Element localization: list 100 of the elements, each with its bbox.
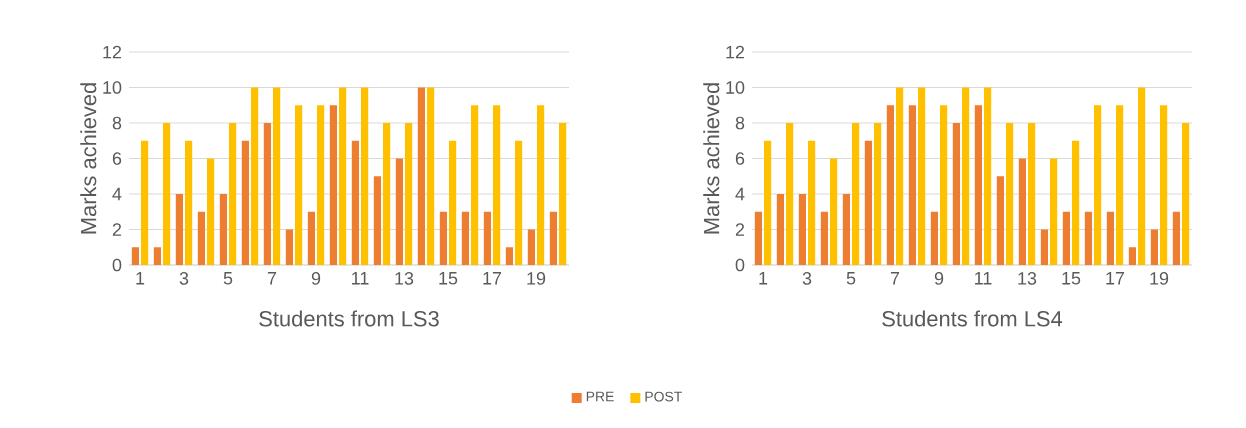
x-tick-label: 15 [439,272,458,285]
x-axis-title: Students from LS3 [259,310,439,327]
bar [874,123,882,265]
bar [559,123,567,265]
bar [295,105,303,265]
y-tick-label: 10 [103,81,122,94]
bar [1160,105,1168,265]
bar [307,211,315,265]
bar [405,123,413,265]
bar [383,123,391,265]
y-tick-label: 0 [735,258,745,272]
bar [1138,87,1146,265]
x-tick-label: 11 [352,272,369,285]
y-tick-label: 6 [112,152,122,165]
bar [798,194,807,265]
x-tick-label: 7 [267,272,277,285]
bar [1084,211,1093,265]
y-tick-label: 8 [735,116,745,130]
bar [896,87,904,265]
bar [820,211,829,265]
x-tick-label: 19 [527,272,546,285]
x-tick-label: 5 [846,272,856,285]
bar [273,87,281,265]
bar [339,87,347,265]
bar [505,247,513,265]
y-tick-label: 10 [726,81,745,94]
bar [1150,229,1159,265]
bar [207,158,215,265]
y-tick-label: 8 [112,116,122,130]
bar [229,123,237,265]
y-axis-title: Marks achieved [80,83,97,234]
bar [329,105,337,265]
bar [918,87,926,265]
y-tick-label: 2 [112,223,122,236]
bar [786,123,794,265]
bar [317,105,325,265]
x-tick-label: 15 [1062,272,1081,285]
x-tick-label: 13 [395,272,414,285]
bar [930,211,939,265]
bar [1128,247,1137,265]
x-tick-label: 9 [311,272,321,285]
bar [449,140,457,265]
x-tick-label: 17 [1106,272,1125,285]
bar [153,247,161,265]
bar [163,123,171,265]
bar [175,194,183,265]
bar [263,123,271,265]
bar [515,140,523,265]
x-tick-label: 1 [759,272,768,285]
y-tick-label: 2 [735,223,745,236]
bar [764,140,772,265]
bar [1062,211,1071,265]
bar [219,194,227,265]
bar [131,247,139,265]
bar [493,105,501,265]
bar [830,158,838,265]
x-tick-label: 13 [1018,272,1037,285]
bar [852,123,860,265]
bar [185,140,193,265]
bar [1072,140,1080,265]
bar [1018,158,1027,265]
bar [1050,158,1058,265]
bar [471,105,479,265]
bar [908,105,917,265]
bar [996,176,1005,265]
x-tick-label: 9 [934,272,944,285]
legend-label: POST [645,391,682,402]
y-axis-title: Marks achieved [703,83,720,234]
bar [549,211,557,265]
bar [864,140,873,265]
bar [483,211,491,265]
x-tick-label: 7 [890,272,900,285]
x-axis-title: Students from LS4 [882,310,1063,327]
bar [962,87,970,265]
bar [373,176,381,265]
bar [1182,123,1190,265]
bar [417,87,425,265]
legend-label: PRE [586,391,614,402]
bar [886,105,895,265]
bar [241,140,249,265]
bar [754,211,763,265]
x-tick-label: 5 [223,272,233,285]
bar [351,140,359,265]
x-tick-label: 3 [179,272,189,285]
bar [1172,211,1181,265]
x-tick-label: 19 [1150,272,1169,285]
bar [395,158,403,265]
x-tick-label: 1 [136,272,145,285]
bar [141,140,149,265]
bar [251,87,259,265]
y-tick-label: 4 [112,187,122,201]
bar [1106,211,1115,265]
x-tick-label: 11 [975,272,992,285]
bar [776,194,785,265]
y-tick-label: 6 [735,152,745,165]
bar [1006,123,1014,265]
bar [940,105,948,265]
y-tick-label: 12 [103,45,122,59]
bar [537,105,545,265]
x-tick-label: 17 [483,272,502,285]
